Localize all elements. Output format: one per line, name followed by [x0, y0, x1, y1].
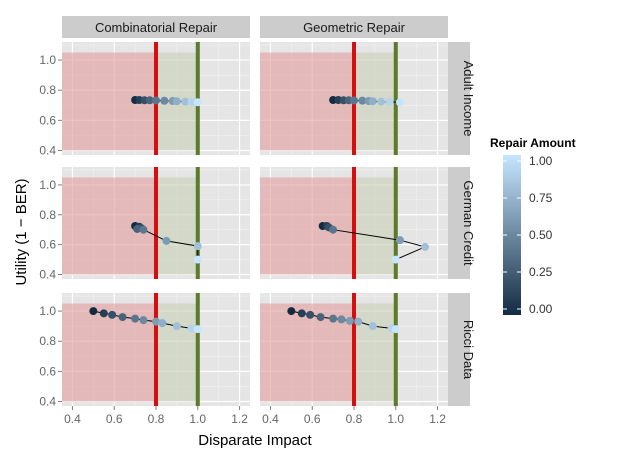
legend-tick-label: 0.75 — [529, 191, 553, 205]
data-point — [187, 324, 196, 333]
data-point — [99, 309, 108, 318]
col-strip-geometric-repair — [260, 16, 448, 38]
legend-tick-label: 1.00 — [529, 154, 553, 168]
data-point — [345, 316, 354, 325]
row-strip-adult-income — [448, 42, 470, 155]
panel-ricci-data-combinatorial-repair — [62, 293, 250, 406]
x-tick-label: 1.2 — [429, 412, 446, 426]
x-tick-label: 1.2 — [231, 412, 248, 426]
data-point — [160, 96, 169, 105]
row-strip-label: Ricci Data — [461, 320, 476, 380]
data-point — [350, 96, 358, 105]
data-point — [193, 98, 202, 107]
data-point — [395, 98, 404, 107]
legend-title: Repair Amount — [490, 136, 576, 150]
legend-ticks: 0.00 0.25 0.50 0.75 1.00 — [503, 154, 553, 316]
data-point — [421, 242, 430, 251]
y-tick-label: 0.4 — [39, 268, 56, 282]
x-tick-label: 0.4 — [262, 412, 279, 426]
data-point — [368, 322, 377, 331]
data-point — [193, 255, 202, 264]
green-region — [354, 177, 396, 275]
y-tick-label: 0.6 — [39, 364, 56, 378]
axes-layer: 0.4 0.6 0.8 1.0 0.4 0.6 0.8 1.0 0.4 0.6 0.8 1.0 0.4 0… — [39, 53, 446, 426]
data-point — [108, 310, 117, 319]
y-tick-label: 0.4 — [39, 143, 56, 157]
data-point — [377, 97, 386, 106]
data-point — [158, 319, 167, 328]
y-tick-label: 0.8 — [39, 208, 56, 222]
x-tick-label: 0.4 — [64, 412, 81, 426]
data-point — [89, 307, 98, 316]
data-point — [118, 313, 127, 322]
data-point — [391, 325, 400, 334]
data-point — [391, 255, 400, 264]
y-tick-label: 1.0 — [39, 178, 56, 192]
data-point — [152, 317, 160, 326]
red-region — [260, 177, 354, 275]
panel-adult-income-combinatorial-repair — [62, 42, 250, 155]
data-point — [358, 96, 367, 105]
data-point — [329, 225, 338, 234]
data-point — [395, 236, 404, 245]
x-axis-title: Disparate Impact — [198, 432, 312, 449]
data-point — [162, 236, 171, 245]
data-point — [145, 96, 154, 105]
y-axis-title: Utility (1 − BER) — [13, 178, 30, 285]
data-point — [306, 310, 315, 319]
y-tick-label: 0.6 — [39, 113, 56, 127]
x-tick-label: 1.0 — [387, 412, 404, 426]
data-point — [131, 314, 140, 323]
data-point — [172, 322, 181, 331]
data-point — [152, 96, 160, 105]
data-point — [297, 309, 306, 318]
data-point — [385, 97, 394, 106]
data-point — [193, 242, 202, 251]
x-tick-label: 0.6 — [304, 412, 321, 426]
data-point — [181, 97, 190, 106]
data-point — [287, 307, 296, 316]
data-point — [133, 224, 142, 233]
legend-tick-label: 0.25 — [529, 265, 553, 279]
x-tick-label: 0.8 — [346, 412, 363, 426]
y-tick-label: 0.8 — [39, 83, 56, 97]
panels-layer: Combinatorial Repair Geometric Repair Adul… — [62, 16, 476, 406]
col-strip-label: Combinatorial Repair — [95, 20, 218, 35]
y-tick-label: 1.0 — [39, 53, 56, 67]
y-tick-label: 1.0 — [39, 304, 56, 318]
x-tick-label: 0.8 — [148, 412, 165, 426]
row-strip-german-credit — [448, 167, 470, 279]
panel-ricci-data-geometric-repair — [260, 293, 448, 406]
x-tick-label: 0.6 — [106, 412, 123, 426]
data-point — [139, 316, 148, 325]
legend-colorbar — [503, 155, 521, 315]
col-strip-label: Geometric Repair — [303, 20, 406, 35]
panel-adult-income-geometric-repair — [260, 42, 448, 155]
data-point — [187, 97, 196, 106]
data-point — [172, 97, 181, 106]
data-point — [368, 97, 377, 106]
x-tick-label: 1.0 — [189, 412, 206, 426]
data-point — [316, 313, 325, 322]
data-point — [329, 314, 338, 323]
row-strip-label: German Credit — [461, 180, 476, 266]
panel-german-credit-combinatorial-repair — [62, 167, 250, 279]
row-strip-ricci-data — [448, 293, 470, 406]
panel-german-credit-geometric-repair — [260, 167, 448, 279]
green-region — [156, 303, 198, 402]
green-region — [156, 177, 198, 275]
data-point — [354, 317, 363, 326]
y-tick-label: 0.8 — [39, 334, 56, 348]
col-strip-combinatorial-repair — [62, 16, 250, 38]
data-point — [193, 325, 202, 334]
data-point — [139, 225, 148, 234]
y-tick-label: 0.4 — [39, 394, 56, 408]
legend-tick-label: 0.50 — [529, 228, 553, 242]
y-tick-label: 0.6 — [39, 238, 56, 252]
row-strip-label: Adult Income — [461, 61, 476, 137]
data-point — [337, 315, 346, 324]
legend: Repair Amount 0.00 0.25 0.50 0.75 1.00 — [490, 136, 576, 316]
legend-tick-label: 0.00 — [529, 302, 553, 316]
